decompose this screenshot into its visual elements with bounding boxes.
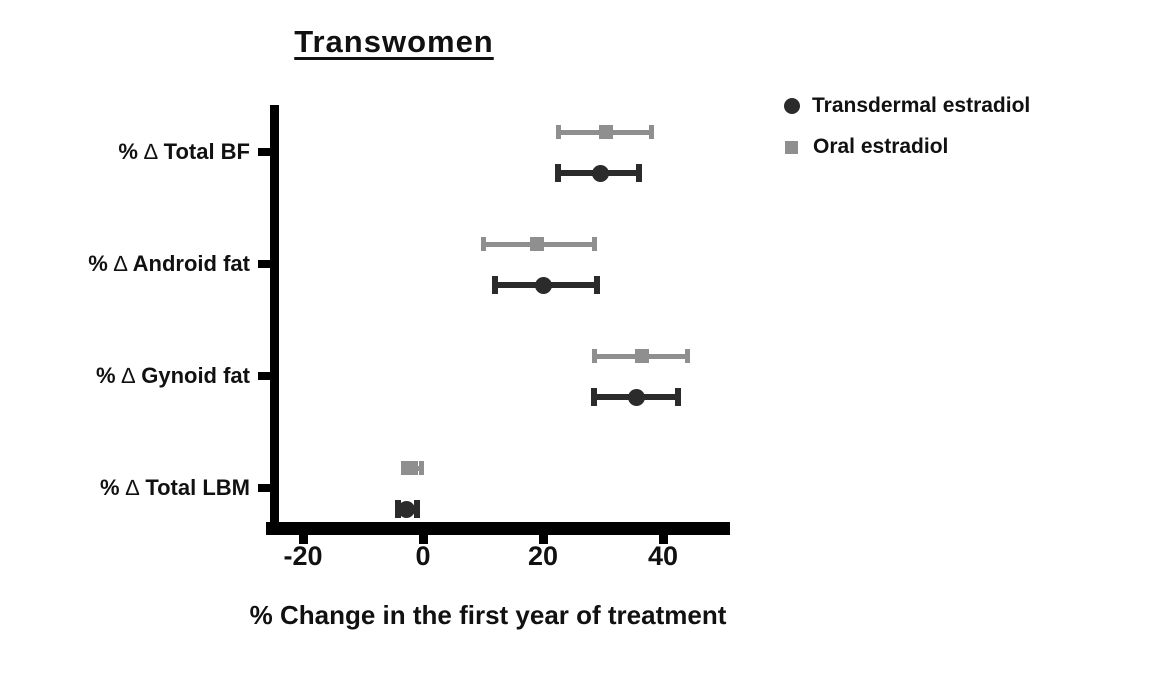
x-axis-tick xyxy=(659,535,668,544)
circle-marker-icon xyxy=(398,500,416,518)
square-marker-icon xyxy=(635,349,649,363)
x-tick-label: 40 xyxy=(647,541,679,571)
error-bar-cap-left xyxy=(394,500,401,518)
y-axis-tick xyxy=(258,148,270,156)
error-bar-cap-left xyxy=(400,461,406,475)
category-label: % ∆ Android fat xyxy=(88,251,250,276)
error-bar-cap-right xyxy=(684,349,690,363)
error-bar-cap-right xyxy=(594,276,600,294)
y-axis-tick xyxy=(258,372,270,380)
circle-marker-icon xyxy=(534,276,552,294)
error-bar-cap-left xyxy=(555,164,561,182)
legend-label: Transdermal estradiol xyxy=(812,94,1031,117)
error-bar-cap-left xyxy=(591,349,597,363)
x-axis-title: % Change in the first year of treatment xyxy=(249,600,727,630)
category-label: % ∆ Total LBM xyxy=(100,475,250,500)
x-tick-label: -20 xyxy=(283,541,323,571)
error-bar-cap-left xyxy=(480,237,486,251)
category-label: % ∆ Total BF xyxy=(118,139,250,164)
legend-item-oral: Oral estradiol xyxy=(780,133,1030,161)
x-axis-tick xyxy=(299,535,308,544)
square-marker-icon xyxy=(530,237,544,251)
error-bar-cap-right xyxy=(418,461,424,475)
circle-marker-icon xyxy=(591,164,609,182)
y-axis xyxy=(270,105,279,535)
error-bar-cap-left xyxy=(555,125,561,139)
x-axis xyxy=(266,522,730,535)
delta-symbol: ∆ xyxy=(113,251,128,276)
error-bar-cap-right xyxy=(591,237,597,251)
delta-symbol: ∆ xyxy=(121,363,136,388)
error-bar-cap-left xyxy=(591,388,597,406)
y-axis-tick xyxy=(258,484,270,492)
square-marker-icon xyxy=(404,461,418,475)
square-marker-icon xyxy=(599,125,613,139)
legend-item-transdermal: Transdermal estradiol xyxy=(780,92,1030,120)
x-axis-tick xyxy=(539,535,548,544)
x-tick-label: 0 xyxy=(415,541,431,571)
category-label: % ∆ Gynoid fat xyxy=(95,363,250,388)
delta-symbol: ∆ xyxy=(144,139,158,164)
error-bar-cap-right xyxy=(675,388,681,406)
error-bar-cap-right xyxy=(636,164,642,182)
y-axis-tick xyxy=(258,260,270,268)
x-tick-label: 20 xyxy=(527,541,559,571)
delta-symbol: ∆ xyxy=(125,475,140,500)
square-marker-icon xyxy=(785,140,798,154)
error-bar-cap-left xyxy=(492,276,498,294)
x-axis-tick xyxy=(419,535,428,544)
error-bar-cap-right xyxy=(648,125,654,139)
legend: Transdermal estradiol Oral estradiol xyxy=(780,92,1030,174)
error-bar-cap-right xyxy=(414,500,420,518)
chart-title: Transwomen xyxy=(294,24,494,59)
circle-marker-icon xyxy=(784,98,800,114)
circle-marker-icon xyxy=(627,388,645,406)
legend-label: Oral estradiol xyxy=(813,135,949,158)
